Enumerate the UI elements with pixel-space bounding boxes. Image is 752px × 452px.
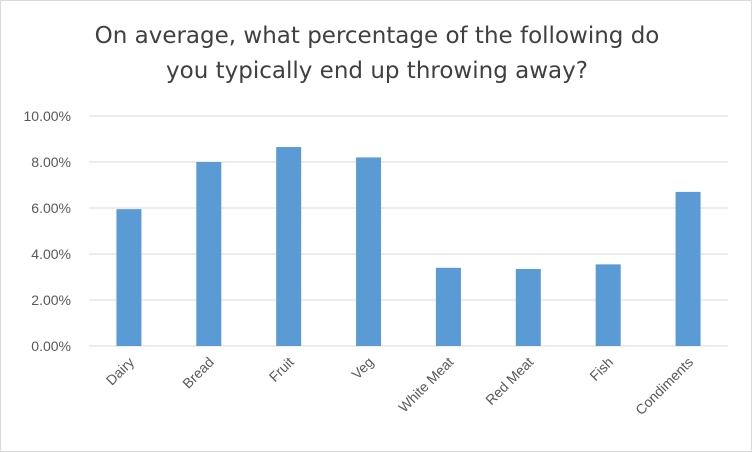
- bar-white-meat: [435, 267, 461, 346]
- x-tick-label: Fish: [586, 354, 616, 384]
- y-tick-label: 8.00%: [31, 154, 71, 170]
- bar-fish: [595, 264, 621, 346]
- y-tick-label: 6.00%: [31, 200, 71, 216]
- x-tick-label: Fruit: [266, 354, 297, 385]
- chart-title-line-1: On average, what percentage of the follo…: [94, 23, 660, 49]
- chart-title: On average, what percentage of the follo…: [1, 19, 752, 89]
- bar-veg: [356, 157, 382, 346]
- bar-dairy: [116, 209, 142, 346]
- chart-title-line-2: you typically end up throwing away?: [166, 58, 588, 84]
- x-tick-label: Veg: [348, 354, 376, 382]
- bar-fruit: [276, 147, 302, 346]
- y-tick-label: 2.00%: [31, 292, 71, 308]
- y-tick-label: 0.00%: [31, 338, 71, 354]
- bar-condiments: [675, 191, 701, 346]
- x-tick-label: Condiments: [632, 354, 696, 418]
- y-tick-label: 4.00%: [31, 246, 71, 262]
- y-tick-label: 10.00%: [24, 108, 71, 124]
- x-tick-label: Bread: [179, 354, 217, 392]
- x-tick-label: White Meat: [395, 354, 456, 415]
- x-tick-label: Dairy: [103, 354, 137, 388]
- bar-bread: [196, 162, 222, 346]
- bar-red-meat: [515, 268, 541, 346]
- x-tick-label: Red Meat: [482, 354, 536, 408]
